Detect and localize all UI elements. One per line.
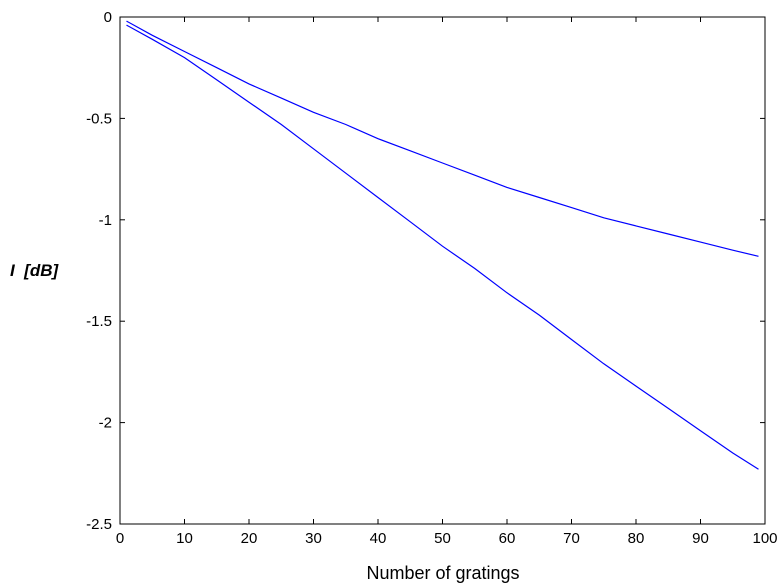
y-tick-label: -1 — [99, 212, 112, 229]
ticks-layer: 0 10 20 30 40 50 60 70 80 90 100 0 -0.5 -1 -1.5 -2 -2.5 — [86, 9, 777, 547]
x-tick-label: 10 — [176, 530, 193, 547]
series-layer — [126, 20, 759, 470]
y-tick-label: -2.5 — [86, 516, 112, 533]
y-tick-label: 0 — [104, 9, 112, 26]
series-line-2 — [126, 24, 759, 470]
x-tick-label: 0 — [116, 530, 124, 547]
x-tick-label: 60 — [499, 530, 516, 547]
x-tick-label: 70 — [563, 530, 580, 547]
y-tick-label: -2 — [99, 415, 112, 432]
x-axis-label: Number of gratings — [366, 563, 519, 583]
x-tick-label: 40 — [370, 530, 387, 547]
x-tick-label: 50 — [434, 530, 451, 547]
y-axis-label: I [dB] — [10, 261, 59, 280]
x-tick-label: 80 — [628, 530, 645, 547]
plot-frame — [119, 16, 766, 525]
x-tick-label: 100 — [752, 530, 777, 547]
series-line-1 — [126, 20, 759, 257]
x-tick-label: 30 — [305, 530, 322, 547]
y-tick-label: -0.5 — [86, 110, 112, 127]
y-tick-label: -1.5 — [86, 313, 112, 330]
x-tick-label: 90 — [692, 530, 709, 547]
x-tick-label: 20 — [241, 530, 258, 547]
